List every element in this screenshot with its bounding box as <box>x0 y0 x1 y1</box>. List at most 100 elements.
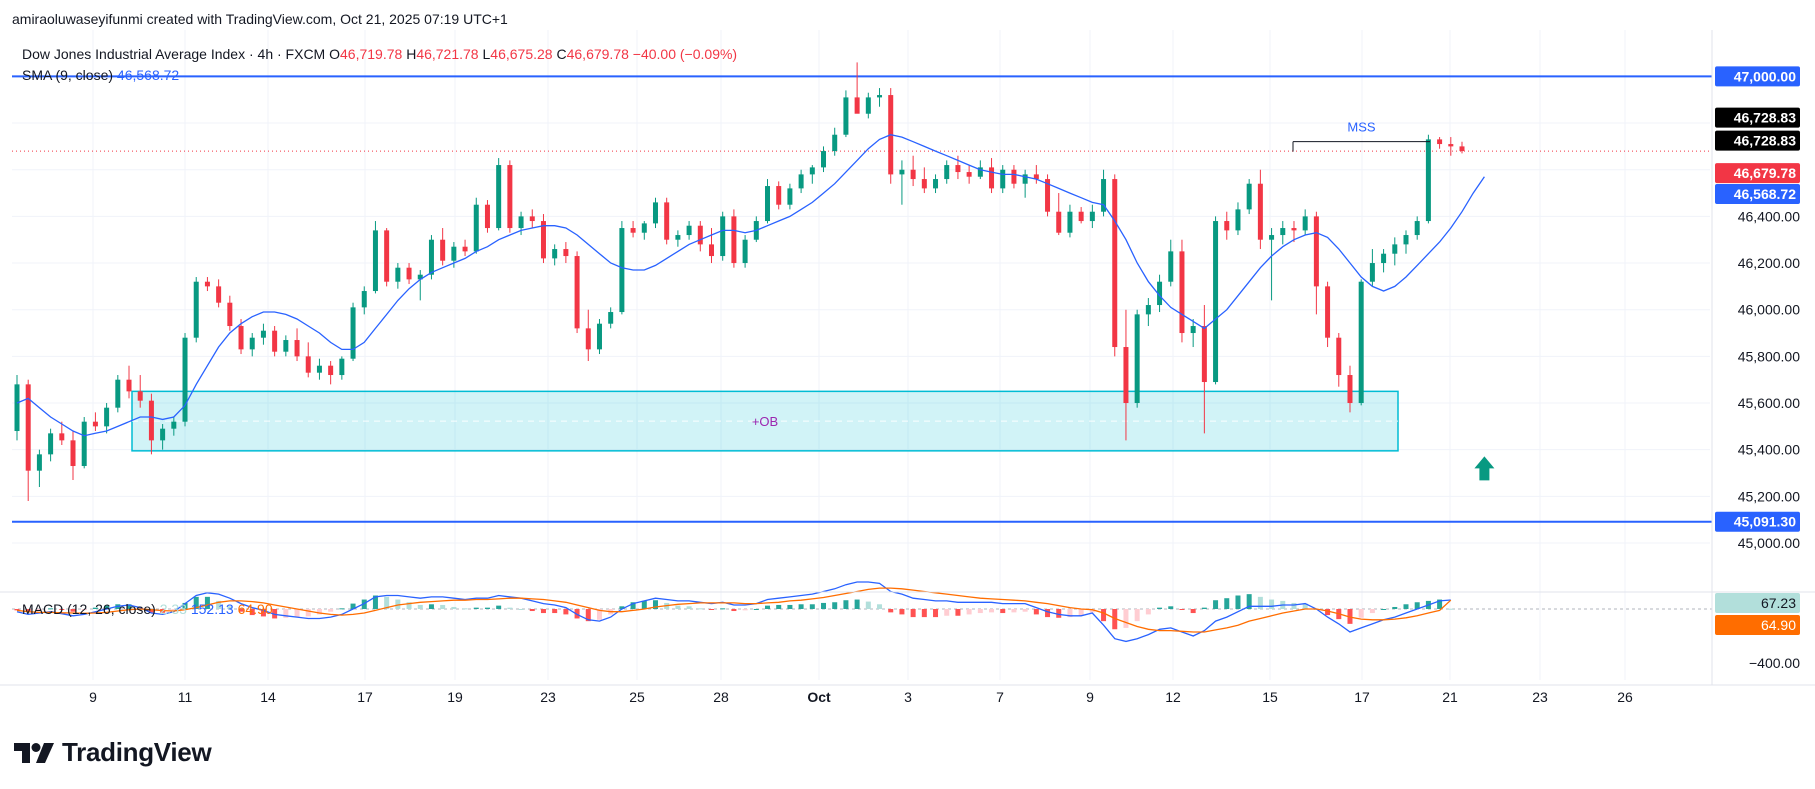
macd-histogram-bar <box>1033 609 1039 615</box>
candle-body <box>877 95 883 98</box>
candle-body <box>989 167 995 189</box>
macd-histogram-bar <box>216 600 222 609</box>
macd-histogram-bar <box>641 600 647 609</box>
macd-histogram-bar <box>440 604 446 609</box>
candle-body <box>1347 375 1353 404</box>
macd-histogram-bar <box>731 609 737 612</box>
macd-histogram-bar <box>249 609 255 616</box>
candle-body <box>294 340 300 357</box>
macd-histogram-bar <box>395 599 401 609</box>
macd-hist-value: 2.33 <box>159 601 187 617</box>
candle-body <box>1302 216 1308 231</box>
candle-body <box>865 97 871 114</box>
candle-body <box>742 239 748 264</box>
candle-body <box>126 379 132 392</box>
candle-body <box>720 216 726 257</box>
candle-body <box>1022 174 1028 184</box>
macd-histogram-bar <box>428 604 434 609</box>
candle-body <box>249 337 255 350</box>
macd-histogram-bar <box>1358 609 1364 618</box>
candle-body <box>1112 179 1118 348</box>
macd-histogram-bar <box>372 595 378 609</box>
macd-histogram-bar <box>1022 609 1028 612</box>
level-price-tag-bg <box>1715 66 1800 87</box>
x-tick-label: 21 <box>1442 689 1458 705</box>
candle-body <box>507 165 513 229</box>
candle-body <box>574 256 580 329</box>
candle-body <box>182 337 188 422</box>
macd-histogram-bar <box>182 602 188 609</box>
macd-histogram-bar <box>708 609 714 610</box>
chart-credit: amiraoluwaseyifunmi created with Trading… <box>12 11 508 27</box>
tradingview-logo[interactable]: TradingView <box>14 737 212 768</box>
candle-body <box>193 281 199 338</box>
macd-histogram-bar <box>36 609 42 610</box>
macd-histogram-bar <box>944 609 950 616</box>
macd-histogram-bar <box>1157 607 1163 609</box>
candles-layer <box>14 62 1465 502</box>
candle-body <box>552 249 558 259</box>
x-tick-label: 11 <box>178 689 193 705</box>
macd-histogram-bar <box>171 609 177 610</box>
macd-histogram-bar <box>540 609 546 614</box>
mss-label: MSS <box>1347 120 1376 135</box>
candle-body <box>171 421 177 429</box>
candle-body <box>955 165 961 173</box>
candle-body <box>1437 139 1443 145</box>
symbol-name: Dow Jones Industrial Average Index · 4h … <box>22 46 326 62</box>
macd-histogram-bar <box>809 604 815 609</box>
y-tick-label: 45,600.00 <box>1738 395 1800 411</box>
macd-histogram-bar <box>350 603 356 609</box>
candle-body <box>652 202 658 224</box>
y-tick-label: 46,000.00 <box>1738 302 1800 318</box>
x-tick-label: 17 <box>357 689 373 705</box>
candle-body <box>406 267 412 280</box>
x-tick-label: 9 <box>1086 689 1094 705</box>
macd-legend: MACD (12, 26, close) 2.33 152.13 64.90 <box>22 601 273 617</box>
candle-body <box>843 97 849 135</box>
macd-histogram-bar <box>1437 599 1443 609</box>
candle-body <box>809 167 815 175</box>
macd-y-tick-label: −400.00 <box>1749 655 1800 671</box>
candle-body <box>731 216 737 264</box>
macd-histogram-bar <box>865 601 871 609</box>
candle-body <box>540 221 546 259</box>
macd-histogram-bar <box>1448 608 1454 610</box>
candle-body <box>451 246 457 261</box>
mss-price-tag-bg <box>1715 107 1800 128</box>
candle-body <box>1089 211 1095 222</box>
macd-histogram-bar <box>25 609 31 612</box>
macd-value-tag: 67.23 <box>1761 595 1796 611</box>
macd-histogram-bar <box>798 604 804 609</box>
low-value: 46,675.28 <box>490 46 553 62</box>
x-tick-label: 19 <box>447 689 463 705</box>
macd-histogram-bar <box>933 609 939 618</box>
x-tick-label: 12 <box>1165 689 1181 705</box>
macd-histogram-bar <box>877 604 883 609</box>
candle-body <box>608 312 614 324</box>
candle-body <box>59 433 65 441</box>
close-value: 46,679.78 <box>566 46 629 62</box>
macd-histogram-bar <box>59 609 65 610</box>
macd-histogram-bar <box>1089 609 1095 613</box>
x-tick-label: 3 <box>904 689 912 705</box>
y-tick-label: 45,200.00 <box>1738 488 1800 504</box>
candle-body <box>160 428 166 441</box>
x-tick-label: 7 <box>996 689 1004 705</box>
candle-body <box>899 169 905 175</box>
candle-body <box>910 169 916 180</box>
macd-histogram-bar <box>1190 609 1196 614</box>
candle-body <box>1280 228 1286 236</box>
candle-body <box>921 179 927 189</box>
macd-histogram-bar <box>1414 602 1420 609</box>
macd-histogram-bar <box>507 607 513 609</box>
candle-body <box>933 179 939 189</box>
candle-body <box>1179 251 1185 334</box>
candle-body <box>1157 281 1163 306</box>
open-value: 46,719.78 <box>340 46 403 62</box>
macd-histogram-bar <box>1257 596 1263 609</box>
macd-histogram-bar <box>1101 609 1107 622</box>
candle-body <box>944 165 950 180</box>
macd-histogram-bar <box>1056 609 1062 618</box>
